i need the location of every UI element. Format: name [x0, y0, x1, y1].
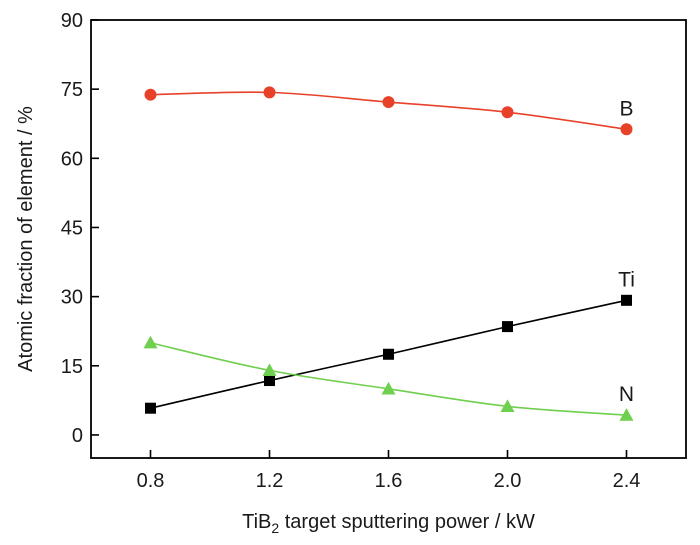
y-tick-label: 75 [61, 79, 83, 101]
data-point-ti [502, 321, 513, 333]
y-tick-label: 0 [72, 425, 83, 447]
series-layer: B Ti N [143, 86, 635, 421]
data-point-ti [383, 348, 394, 360]
data-point-n [500, 399, 515, 412]
data-point-n [143, 335, 158, 349]
data-point-n [262, 363, 277, 376]
series-n: N [143, 335, 634, 421]
data-point-b [501, 106, 514, 119]
x-axis-label-subscript: 2 [271, 520, 279, 536]
y-axis-label: Atomic fraction of element / % [15, 106, 37, 372]
data-point-b [620, 123, 633, 136]
data-point-b [382, 96, 395, 109]
x-tick-label: 1.6 [375, 470, 403, 492]
x-axis-label-main: TiB [242, 511, 271, 533]
series-ti: Ti [145, 268, 635, 414]
x-tick-label: 2.4 [613, 470, 641, 492]
data-point-ti [145, 402, 156, 414]
data-point-n [381, 381, 396, 395]
y-tick-label: 15 [61, 356, 83, 378]
x-tick-label: 1.2 [256, 470, 284, 492]
data-point-b [263, 86, 276, 99]
data-point-ti [264, 375, 275, 387]
x-axis-label-rest: target sputtering power / kW [279, 511, 535, 533]
x-tick-label: 0.8 [137, 470, 165, 492]
data-point-b [144, 88, 157, 101]
x-axis-label: TiB2 target sputtering power / kW [242, 511, 535, 536]
data-point-n [619, 408, 634, 421]
x-tick-label: 2.0 [494, 470, 522, 492]
series-label-n: N [619, 383, 634, 406]
series-label-ti: Ti [618, 268, 635, 291]
y-tick-label: 45 [61, 217, 83, 239]
series-label-b: B [619, 97, 633, 120]
data-point-ti [621, 294, 632, 306]
y-tick-label: 30 [61, 287, 83, 309]
series-b: B [144, 86, 634, 136]
ticks: 0 15 30 45 60 75 90 0.8 1.2 1.6 2.0 2.4 [61, 10, 641, 492]
y-tick-label: 90 [61, 10, 83, 32]
y-tick-label: 60 [61, 148, 83, 170]
